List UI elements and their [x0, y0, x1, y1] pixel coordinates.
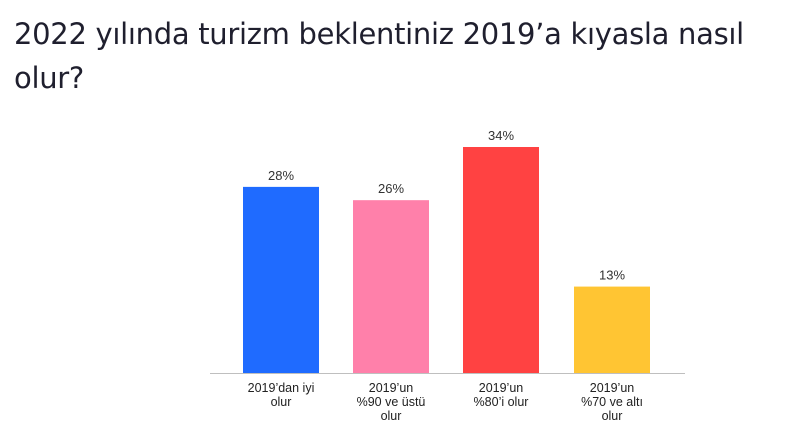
chart-title: 2022 yılında turizm beklentiniz 2019’a k… [14, 17, 744, 95]
x-tick-label-line: 2019’un [369, 381, 414, 395]
x-tick-label-line: %70 ve altı [581, 395, 643, 409]
x-tick-label-line: 2019’dan iyi [248, 381, 315, 395]
x-tick-label-2: 2019’un %90 ve üstü olur [357, 381, 426, 423]
data-label-1: 28% [268, 168, 294, 183]
x-tick-label-line: 2019’un [590, 381, 635, 395]
x-tick-label-4: 2019’un %70 ve altı olur [581, 381, 643, 423]
x-tick-label-line: olur [381, 409, 402, 423]
x-tick-label-3: 2019’un %80’i olur [474, 381, 529, 409]
bar-2 [353, 200, 429, 373]
x-tick-label-line: %80’i olur [474, 395, 529, 409]
bar-1 [243, 186, 319, 373]
x-tick-label-line: olur [271, 395, 292, 409]
data-label-4: 13% [599, 268, 625, 283]
data-label-2: 26% [378, 181, 404, 196]
x-tick-label-line: %90 ve üstü [357, 395, 426, 409]
data-label-3: 34% [488, 128, 514, 143]
bar-3 [463, 147, 539, 373]
x-tick-label-1: 2019’dan iyi olur [248, 381, 315, 409]
x-tick-label-line: 2019’un [479, 381, 524, 395]
bar-4 [574, 286, 650, 373]
x-tick-label-line: olur [602, 409, 623, 423]
